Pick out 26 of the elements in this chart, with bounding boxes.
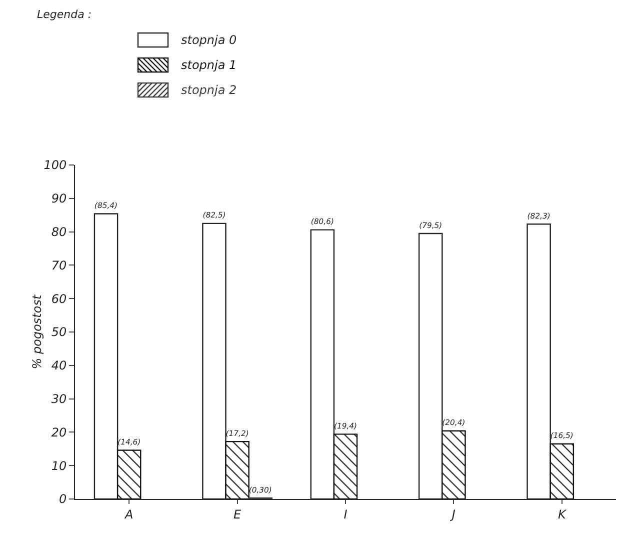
y-tick-label: 70: [51, 258, 67, 272]
x-tick-label: K: [558, 507, 567, 522]
y-tick-label: 80: [51, 225, 67, 239]
legend-title: Legenda :: [37, 8, 93, 21]
y-tick-label: 20: [51, 425, 67, 440]
text: stopnja 2: [181, 82, 237, 96]
y-tick-label: 100: [44, 158, 67, 172]
bar: [225, 440, 250, 499]
x-tick-label: A: [124, 507, 134, 522]
x-tick-label: J: [450, 507, 456, 522]
x-tick-label: E: [234, 507, 242, 522]
y-tick-label: 60: [51, 292, 67, 306]
y-tick-label: 0: [58, 492, 67, 506]
y-tick-label: 40: [51, 358, 67, 373]
y-tick-label: 30: [51, 392, 67, 406]
bar: [116, 450, 142, 499]
y-axis-title: % pogostost: [30, 294, 44, 370]
y-tick-label: 90: [51, 192, 67, 206]
y-tick-label: 50: [51, 325, 67, 340]
bar: [442, 430, 466, 499]
bar: [550, 443, 574, 499]
text: stopnja 1: [181, 58, 237, 72]
legend-label: stopnja 0: [181, 32, 237, 46]
y-tick-label: 10: [51, 458, 67, 473]
x-tick-label: I: [344, 507, 348, 522]
bar: [333, 434, 358, 499]
